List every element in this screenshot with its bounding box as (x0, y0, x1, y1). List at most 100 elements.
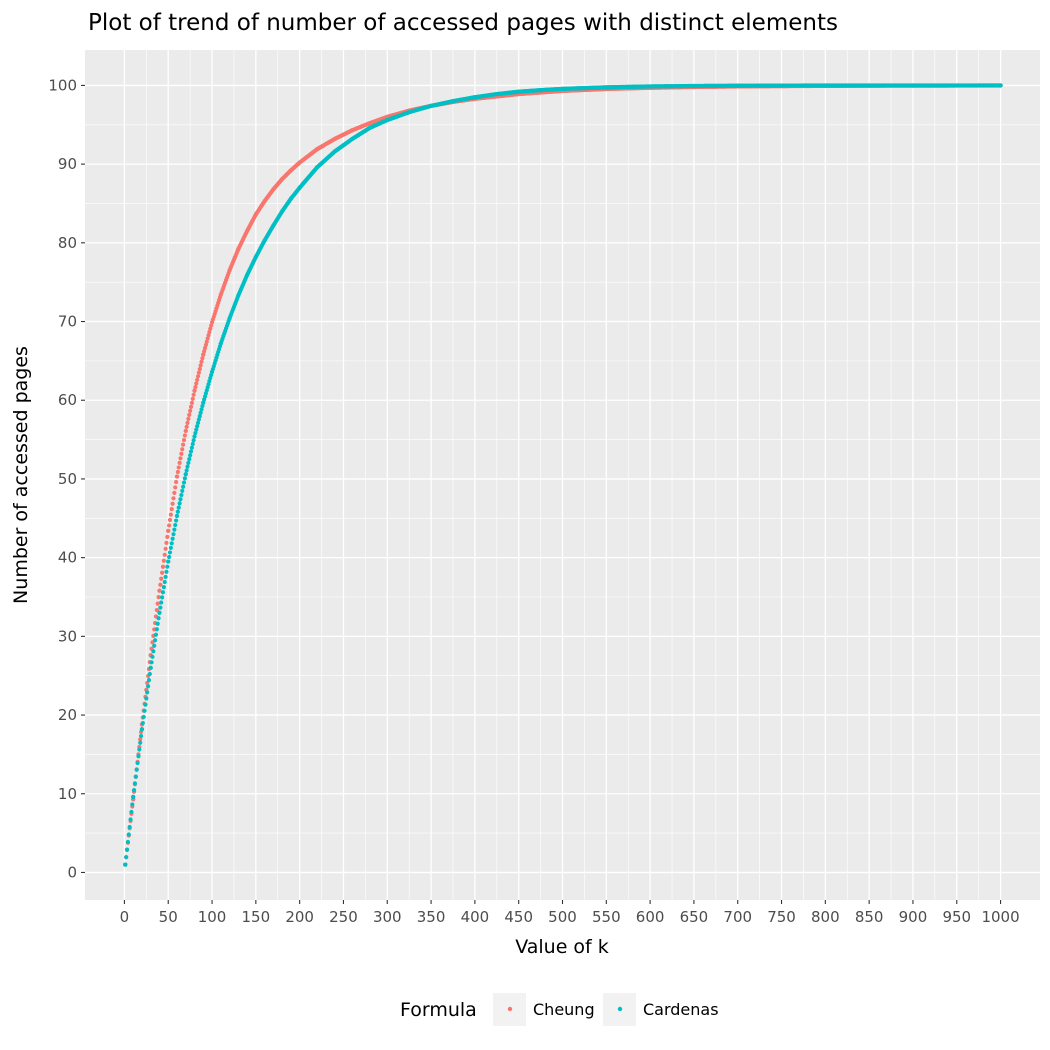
data-point (136, 754, 141, 759)
data-point (367, 121, 372, 126)
data-point (175, 469, 180, 475)
data-point (182, 433, 187, 438)
data-point (191, 438, 196, 443)
data-point (199, 359, 204, 364)
y-tick-label: 90 (58, 155, 77, 173)
data-point (188, 408, 193, 413)
x-tick-label: 550 (592, 908, 621, 926)
data-point (170, 501, 175, 506)
data-point (910, 83, 916, 88)
data-point (189, 400, 194, 405)
data-point (149, 660, 154, 665)
data-point (206, 333, 211, 338)
data-point (205, 336, 210, 341)
data-point (200, 403, 205, 409)
data-point (163, 574, 168, 580)
data-point (129, 809, 134, 815)
data-point (167, 517, 173, 523)
data-point (288, 196, 293, 201)
data-point (332, 149, 337, 154)
data-point (207, 329, 212, 335)
data-point (199, 407, 204, 412)
x-tick-label: 850 (855, 908, 884, 926)
x-tick-label: 200 (285, 908, 314, 926)
y-tick-label: 60 (58, 391, 77, 409)
y-tick-label: 100 (48, 76, 77, 94)
data-point (144, 696, 149, 701)
data-point (155, 601, 160, 606)
y-tick-label: 70 (58, 313, 77, 331)
data-point (133, 774, 138, 779)
data-point (151, 649, 156, 654)
data-point (201, 400, 206, 405)
data-point (179, 451, 184, 456)
data-point (166, 559, 171, 564)
data-point (735, 83, 740, 88)
data-point (218, 292, 223, 297)
data-point (156, 616, 161, 621)
data-point (145, 684, 151, 689)
data-point (407, 110, 412, 115)
data-point (183, 428, 188, 434)
legend-label-cardenas: Cardenas (643, 1000, 719, 1019)
data-point (182, 476, 187, 481)
data-point (954, 83, 959, 88)
data-point (162, 579, 167, 585)
data-point (190, 441, 195, 447)
x-tick-label: 500 (548, 908, 577, 926)
data-point (131, 788, 137, 793)
data-point (173, 522, 178, 528)
data-point (159, 600, 164, 605)
data-point (172, 527, 177, 532)
data-point (123, 862, 128, 867)
data-point (130, 802, 135, 807)
data-point (126, 832, 131, 837)
data-point (146, 678, 152, 683)
series-cardenas (123, 83, 1003, 867)
data-point (180, 447, 185, 452)
data-point (174, 479, 179, 485)
data-point (169, 541, 174, 546)
data-point (183, 472, 188, 477)
data-point (173, 485, 178, 490)
x-tick-label: 700 (723, 908, 752, 926)
data-point (161, 585, 166, 590)
data-point (128, 817, 133, 822)
data-point (181, 484, 186, 489)
data-point (170, 536, 175, 541)
data-point (236, 247, 241, 252)
data-point (124, 854, 129, 860)
data-point (148, 665, 153, 670)
x-axis-title: Value of k (515, 936, 609, 958)
data-point (350, 136, 355, 142)
data-point (198, 410, 203, 415)
data-point (160, 590, 166, 595)
data-point (132, 781, 138, 786)
data-point (195, 377, 200, 383)
data-point (262, 199, 267, 204)
x-tick-label: 0 (120, 908, 130, 926)
data-point (150, 654, 155, 659)
data-point (171, 532, 176, 537)
data-point (202, 349, 207, 354)
data-point (175, 509, 180, 514)
data-point (160, 570, 165, 575)
data-point (154, 607, 159, 613)
data-point (124, 847, 130, 852)
data-point (208, 326, 213, 331)
data-point (195, 420, 201, 425)
data-point (227, 316, 232, 321)
data-point (367, 125, 372, 131)
data-point (244, 272, 250, 278)
data-point (125, 839, 131, 845)
data-point (165, 534, 170, 539)
data-point (158, 605, 163, 610)
data-point (350, 128, 355, 133)
data-point (227, 268, 232, 273)
data-point (428, 103, 434, 108)
x-tick-label: 900 (899, 908, 928, 926)
data-point (189, 445, 194, 450)
data-point (184, 424, 189, 430)
